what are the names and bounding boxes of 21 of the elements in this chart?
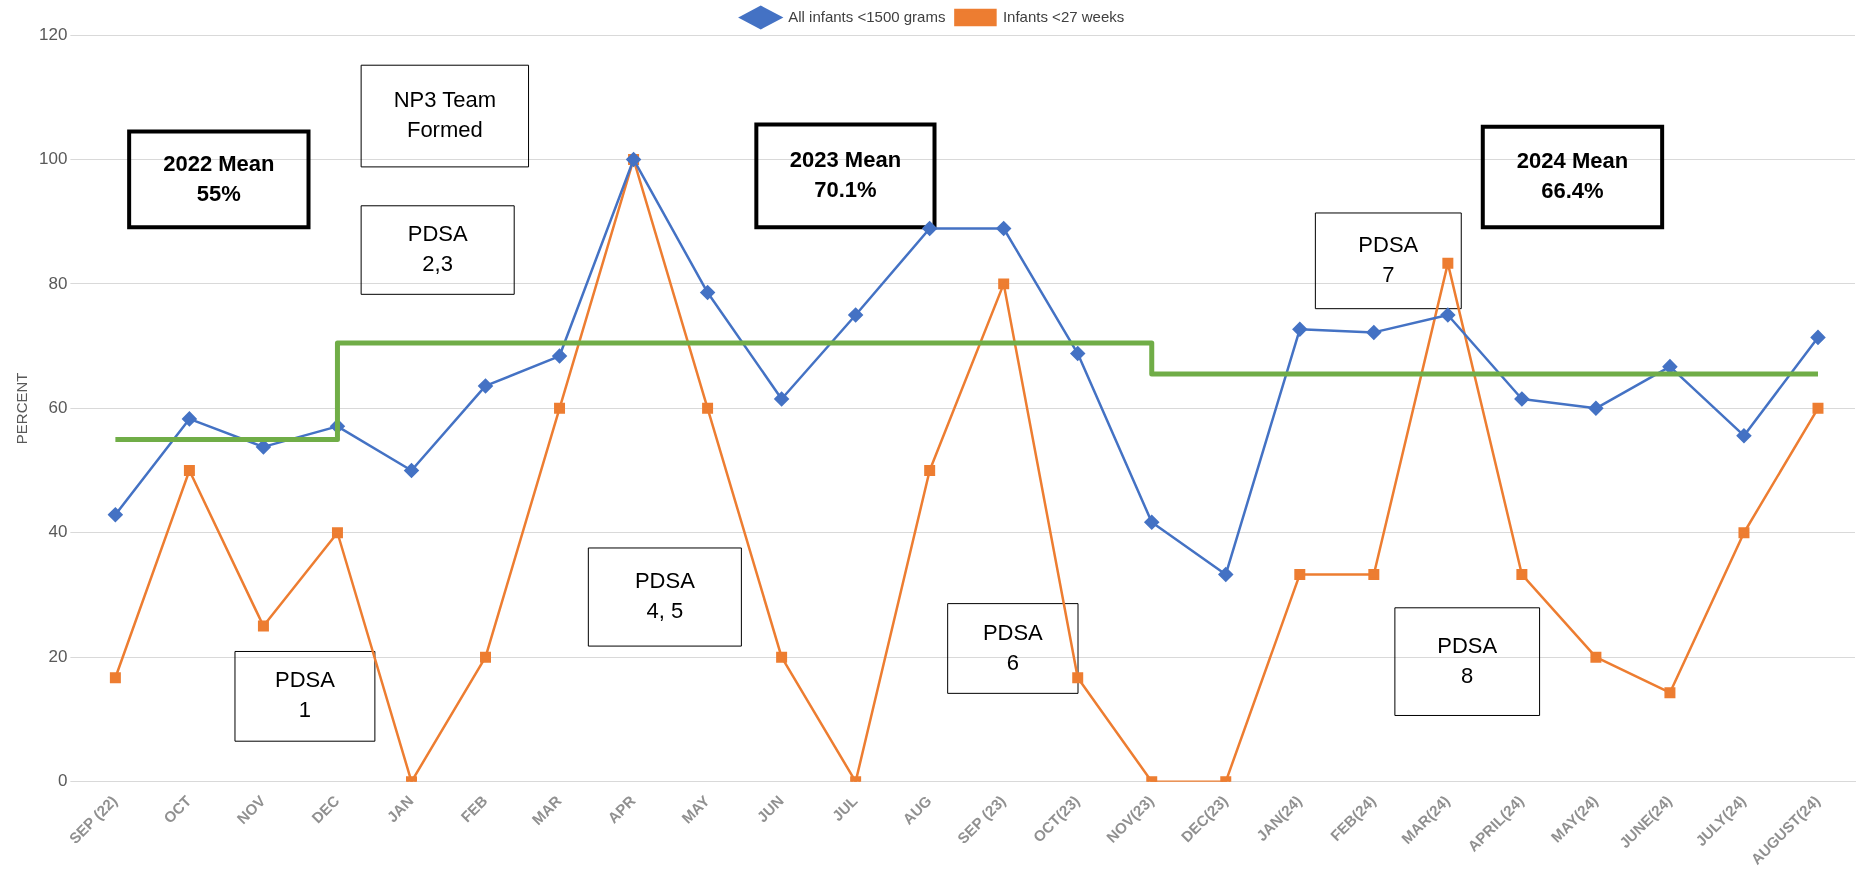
annotation: 2024 Mean 66.4% — [1516, 148, 1629, 204]
y-tick-label: 40 — [48, 522, 68, 542]
annotation: PDSA 7 — [1358, 231, 1419, 287]
y-tick-label: 60 — [48, 398, 68, 417]
annotation: PDSA 2,3 — [407, 221, 468, 277]
x-tick-label: JUL — [828, 792, 861, 825]
y-tick-label: 80 — [48, 273, 68, 293]
annotation: PDSA 4, 5 — [634, 568, 696, 624]
annotation: 2023 Mean 70.1% — [789, 146, 902, 202]
y-tick-label: 100 — [38, 149, 68, 169]
annotation: PDSA 6 — [982, 619, 1044, 675]
annotation: NP3 Team Formed — [393, 87, 496, 143]
legend-label: All infants <1500 grams — [788, 7, 946, 25]
y-tick-label: 120 — [38, 24, 68, 44]
annotation: PDSA 1 — [274, 667, 336, 723]
y-tick-label: 20 — [48, 646, 68, 666]
y-tick-label: 0 — [57, 771, 68, 791]
annotation: PDSA 8 — [1437, 632, 1498, 688]
annotation: 2022 Mean 55% — [163, 150, 275, 206]
y-axis-title: PERCENT — [13, 372, 31, 445]
legend-label: Infants <27 weeks — [1002, 7, 1125, 25]
